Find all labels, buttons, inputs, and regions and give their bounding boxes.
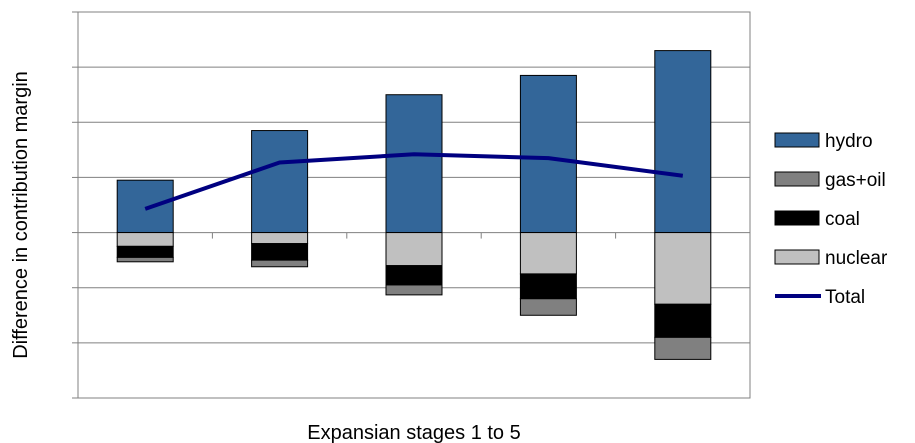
total-line [144,152,684,211]
bar-hydro [116,179,174,234]
plot-area-border [77,11,751,399]
bar-hydro [385,94,443,234]
legend-swatch-coal [774,210,820,226]
bar-gas-oil [519,298,577,316]
bar-hydro [251,130,309,234]
x-axis-title: Expansian stages 1 to 5 [307,422,520,443]
bar-nuclear [654,232,712,305]
bar-gas-oil [116,256,174,263]
bar-nuclear [116,232,174,247]
bar-nuclear [385,232,443,267]
bar-coal [654,303,712,338]
bars [116,50,712,360]
total-line-layer [144,152,684,211]
bar-hydro [519,74,577,234]
bar-gas-oil [251,259,309,268]
bar-gas-oil [654,336,712,360]
legend-swatch-hydro [774,132,820,148]
y-axis-title: Difference in contribution margin [10,71,32,359]
legend-swatch-nuclear [774,249,820,265]
bar-coal [385,265,443,286]
legend-swatch-gas-oil [774,171,820,187]
bar-nuclear [519,232,577,275]
bar-coal [519,273,577,300]
axis-ticks [72,11,617,399]
legend-label-total: Total [825,287,865,308]
legend-label-coal: coal [825,209,860,230]
legend: hydro gas+oil coal nuclear Total [774,131,888,308]
bar-nuclear [251,232,309,245]
legend-label-hydro: hydro [825,131,873,152]
bar-hydro [654,50,712,234]
bar-coal [116,245,174,258]
bar-gas-oil [385,284,443,296]
legend-label-gas-oil: gas+oil [825,170,886,191]
legend-label-nuclear: nuclear [825,248,888,269]
bar-coal [251,243,309,261]
